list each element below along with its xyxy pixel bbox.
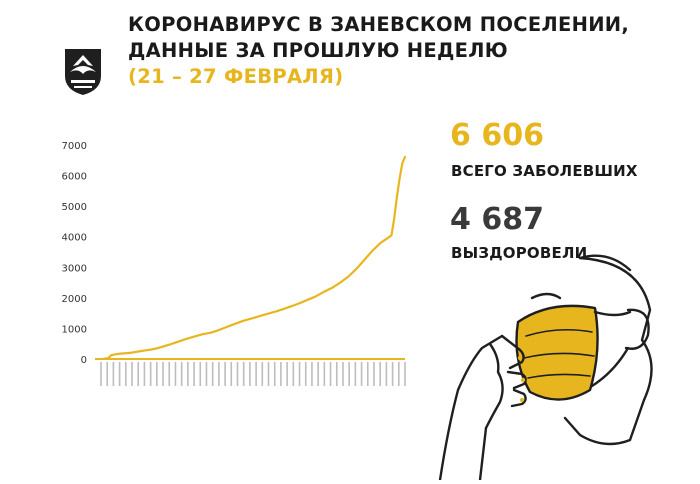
- x-tick-mark: [106, 362, 109, 386]
- x-tick-mark: [156, 362, 158, 386]
- x-tick-mark: [304, 362, 307, 386]
- x-tick-mark: [180, 362, 183, 386]
- y-tick-label: 7000: [62, 141, 87, 152]
- y-tick-label: 4000: [62, 233, 87, 244]
- total-cases-label: ВСЕГО ЗАБОЛЕВШИХ: [451, 162, 638, 180]
- x-tick-mark: [273, 362, 276, 386]
- x-tick-mark: [292, 362, 295, 386]
- x-tick-mark: [199, 362, 202, 386]
- x-tick-mark: [168, 362, 171, 386]
- x-tick-mark: [236, 362, 239, 386]
- x-tick-mark: [397, 362, 400, 386]
- municipal-crest-icon: [62, 46, 104, 96]
- y-tick-label: 3000: [62, 263, 87, 274]
- y-tick-label: 2000: [62, 294, 87, 305]
- x-tick-mark: [174, 362, 177, 386]
- x-tick-mark: [329, 362, 332, 386]
- x-tick-mark: [267, 362, 270, 386]
- x-tick-mark: [143, 362, 146, 386]
- x-tick-mark: [366, 362, 369, 386]
- x-tick-mark: [149, 362, 152, 386]
- y-tick-label: 5000: [62, 202, 87, 213]
- x-tick-mark: [230, 362, 233, 386]
- x-tick-mark: [162, 362, 164, 386]
- x-tick-mark: [224, 362, 226, 386]
- x-tick-mark: [342, 362, 344, 386]
- page-title: КОРОНАВИРУС В ЗАНЕВСКОМ ПОСЕЛЕНИИ, ДАННЫ…: [128, 12, 629, 90]
- x-tick-mark: [249, 362, 251, 386]
- x-tick-mark: [317, 362, 319, 386]
- y-tick-label: 0: [81, 355, 87, 366]
- y-tick-label: 6000: [62, 172, 87, 183]
- x-tick-mark: [311, 362, 313, 386]
- x-tick-mark: [348, 362, 350, 386]
- x-tick-mark: [242, 362, 245, 386]
- x-tick-mark: [193, 362, 195, 386]
- x-tick-mark: [255, 362, 257, 386]
- date-range: (21 – 27 ФЕВРАЛЯ): [128, 65, 344, 88]
- recovered-value: 4 687: [450, 202, 544, 237]
- x-tick-mark: [205, 362, 208, 386]
- x-tick-mark: [118, 362, 121, 386]
- x-tick-mark: [354, 362, 357, 386]
- x-tick-mark: [286, 362, 288, 386]
- x-tick-mark: [218, 362, 220, 386]
- title-line-2: ДАННЫЕ ЗА ПРОШЛУЮ НЕДЕЛЮ: [128, 39, 508, 62]
- recovered-label: ВЫЗДОРОВЕЛИ: [451, 244, 588, 262]
- y-tick-label: 1000: [62, 324, 87, 335]
- x-tick-mark: [379, 362, 381, 386]
- x-tick-mark: [360, 362, 363, 386]
- x-tick-mark: [100, 362, 102, 386]
- face-mask-illustration: [430, 240, 700, 482]
- x-tick-mark: [280, 362, 282, 386]
- x-tick-mark: [125, 362, 127, 386]
- x-tick-mark: [298, 362, 301, 386]
- x-tick-mark: [211, 362, 214, 386]
- title-line-1: КОРОНАВИРУС В ЗАНЕВСКОМ ПОСЕЛЕНИИ,: [128, 13, 630, 36]
- x-tick-mark: [385, 362, 388, 386]
- x-tick-mark: [335, 362, 338, 386]
- x-tick-mark: [137, 362, 140, 386]
- series-line: [101, 155, 407, 361]
- x-tick-mark: [187, 362, 189, 386]
- x-tick-mark: [112, 362, 115, 386]
- x-tick-mark: [373, 362, 375, 386]
- x-tick-mark: [131, 362, 133, 386]
- x-tick-mark: [323, 362, 326, 386]
- x-tick-mark: [404, 362, 406, 386]
- x-tick-mark: [261, 362, 264, 386]
- total-cases-value: 6 606: [450, 118, 544, 153]
- x-tick-mark: [391, 362, 394, 386]
